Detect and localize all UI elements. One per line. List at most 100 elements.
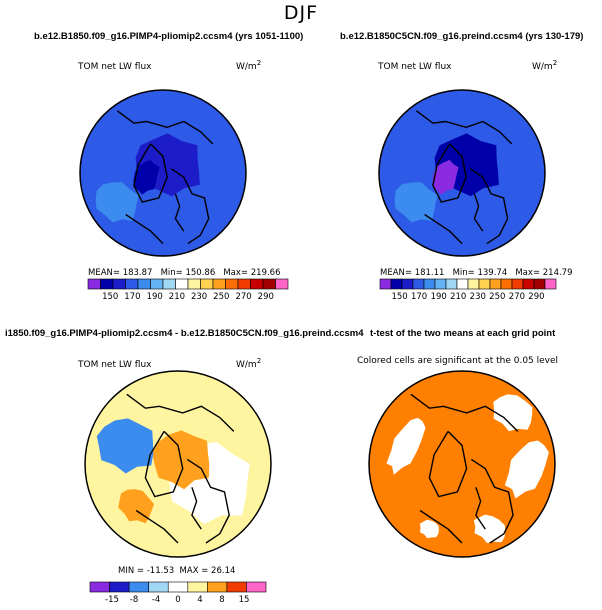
nonsignificant-cells [493, 394, 533, 432]
greenland-core-region [432, 159, 459, 195]
mid-belt-region [120, 123, 209, 215]
panel-3-colorbar-label: -4 [152, 595, 160, 605]
panel-1-stats: MEAN= 183.87 Min= 150.86 Max= 219.66 [88, 268, 281, 278]
panel-1-globe-outline [79, 89, 247, 257]
panel-2-colorbar-cell [544, 278, 557, 290]
panel-3-stats: MIN = -11.53 MAX = 26.14 [118, 566, 236, 576]
panel-4-globe-outline [368, 370, 556, 558]
panel-1-colorbar-label: 270 [235, 292, 251, 302]
coastline-segment [432, 143, 467, 203]
panel-2-colorbar-label: 250 [489, 292, 505, 302]
panel-2-stats: MEAN= 181.11 Min= 139.74 Max= 214.79 [380, 268, 573, 278]
panel-2-colorbar-cell [533, 278, 546, 290]
outer-belt-region [80, 90, 246, 256]
panel-1-colorbar-cell [200, 278, 214, 290]
panel-2-colorbar-cell [434, 278, 447, 290]
panel-1-colorbar-cell [100, 278, 114, 290]
coastline-segment [144, 430, 184, 498]
panel-4-coastlines [410, 393, 519, 544]
panel-2-colorbar-label: 150 [391, 292, 407, 302]
panel-1-colorbar-cell [212, 278, 226, 290]
panel-3-colorbar-label: 0 [175, 595, 180, 605]
coastline-segment [428, 430, 468, 498]
panel-3-coastlines [126, 393, 235, 544]
panel-3-colorbar-cell [226, 581, 247, 593]
panel-2-coastlines [415, 110, 513, 245]
significant-cells [369, 371, 555, 557]
panel-2-colorbar-label: 170 [411, 292, 427, 302]
north-atlantic-region [394, 182, 438, 223]
panel-2-colorbar-cell [467, 278, 480, 290]
panel-3-units: W/m2 [236, 357, 262, 370]
arctic-basin-region [135, 133, 200, 197]
panel-2-colorbar-cell [489, 278, 502, 290]
coastline-segment [419, 509, 463, 544]
panel-1-colorbar-label: 230 [191, 292, 207, 302]
panel-1-colorbar-cell [275, 278, 289, 290]
panel-1-colorbar-label: 190 [147, 292, 163, 302]
coastline-segment [133, 143, 168, 203]
panel-2-colorbar-cell [390, 278, 403, 290]
coastline-segment [415, 110, 513, 145]
panel-3-colorbar-cell [246, 581, 267, 593]
panel-1-colorbar-cell [125, 278, 139, 290]
coastline-segment [174, 193, 185, 232]
panel-1-colorbar-label: 250 [213, 292, 229, 302]
nonsignificant-cells [504, 440, 549, 499]
panel-2-colorbar-cell [478, 278, 491, 290]
panel-1-variable: TOM net LW flux [78, 62, 152, 72]
panel-2-colorbar-label: 270 [509, 292, 525, 302]
panel-1-colorbar-cell [262, 278, 276, 290]
panel-2-units: W/m2 [532, 59, 558, 72]
panel-3-title: i1850.f09_g16.PIMP4-pliomip2.ccsm4 - b.e… [5, 328, 364, 339]
panel-3-colorbar-cell [89, 581, 110, 593]
panel-3-colorbar-cell [167, 581, 189, 593]
panel-1-units: W/m2 [236, 59, 262, 72]
panel-4-subtitle: Colored cells are significant at the 0.0… [357, 356, 559, 366]
panel-2-colorbar-cell [500, 278, 513, 290]
panel-4-field [369, 371, 555, 557]
panel-3-colorbar-cell [128, 581, 150, 593]
panel-2-colorbar-label: 190 [431, 292, 447, 302]
coastline-segment [125, 213, 164, 245]
panel-2-colorbar-cell [522, 278, 535, 290]
coastline-segment [469, 168, 509, 245]
panel-1-colorbar-cell [237, 278, 251, 290]
panel-1-coastlines [116, 110, 214, 245]
panel-2-colorbar-label: 210 [450, 292, 466, 302]
figure-title: DJF [283, 2, 319, 24]
panel-2-colorbar-label: 230 [470, 292, 486, 302]
greenland-core-region [133, 159, 160, 195]
panel-1-colorbar-cell [137, 278, 151, 290]
panel-1-colorbar-cell [225, 278, 239, 290]
panel-1-colorbar-cell [162, 278, 176, 290]
panel-3-colorbar-label: 15 [239, 595, 250, 605]
panel-1-colorbar-cell [250, 278, 264, 290]
coastline-segment [470, 458, 514, 544]
panel-3-colorbar-label: -15 [105, 595, 119, 605]
panel-3-colorbar-cell [148, 581, 169, 593]
coastline-segment [191, 487, 202, 530]
panel-2-title: b.e12.B1850C5CN.f09_g16.preind.ccsm4 (yr… [340, 31, 584, 42]
coastline-segment [186, 458, 230, 544]
coastline-segment [126, 393, 235, 432]
panel-2-colorbar-cell [401, 278, 414, 290]
north-atlantic-region [95, 182, 139, 223]
panel-1-colorbar-cell [150, 278, 164, 290]
panel-1-title: b.e12.B1850.f09_g16.PIMP4-pliomip2.ccsm4… [34, 31, 304, 42]
panel-3-colorbar-label: 8 [219, 595, 224, 605]
panel-1-colorbar-label: 170 [124, 292, 140, 302]
greenland-anomaly-region [118, 489, 155, 524]
panel-3-colorbar-cell [207, 581, 228, 593]
panel-4-title: t-test of the two means at each grid poi… [370, 328, 556, 339]
panel-3-colorbar-label: 4 [197, 595, 202, 605]
coastline-segment [116, 110, 214, 145]
panel-2-field [379, 90, 545, 256]
north-atlantic-anomaly-region [96, 418, 154, 474]
panel-1-colorbar-cell [112, 278, 126, 290]
panel-1-field [80, 90, 246, 256]
panel-2-colorbar-cell [456, 278, 469, 290]
panel-1-colorbar-cell [187, 278, 201, 290]
arctic-anomaly-region [152, 430, 210, 490]
nonsignificant-cells [419, 519, 439, 539]
